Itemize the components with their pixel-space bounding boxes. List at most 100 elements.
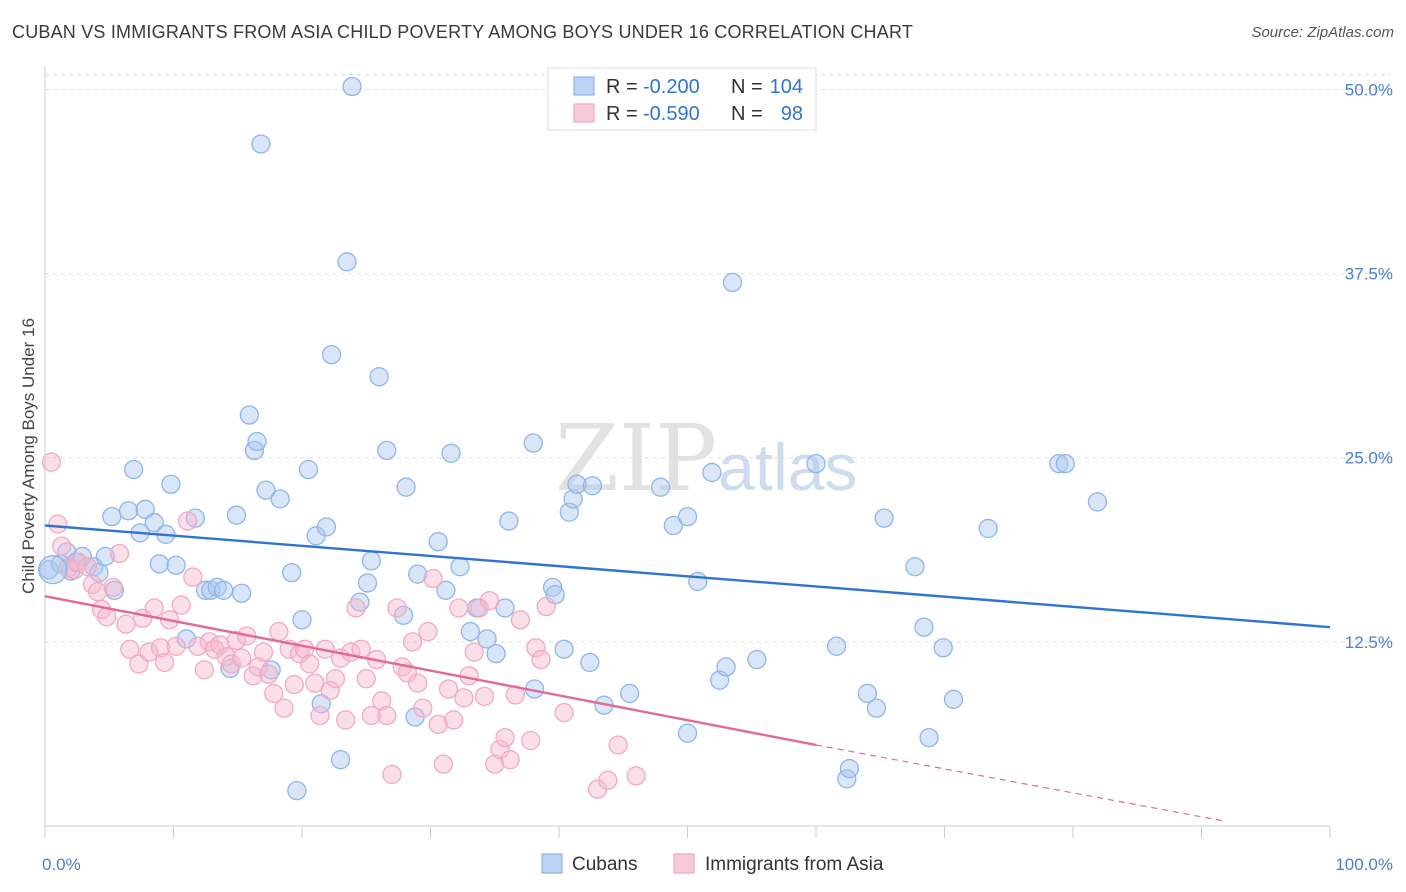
asia-point-34 (231, 648, 252, 668)
stats-r-value-2: -0.590 (643, 103, 700, 125)
stats-n-label-2: N = (731, 103, 763, 125)
cubans-point-cluster (38, 555, 68, 585)
stats-r-label-1: R = (606, 76, 638, 98)
cubans-point-88 (839, 758, 860, 779)
asia-point-75 (443, 710, 464, 730)
asia-point-26 (188, 636, 208, 656)
cubans-point-18 (161, 474, 181, 494)
cubans-point-14 (135, 499, 155, 519)
cubans-point-48 (357, 573, 378, 593)
asia-point-38 (253, 642, 274, 662)
asia-point-67 (402, 632, 423, 652)
asia-point-91 (531, 649, 551, 670)
cubans-point-58 (441, 443, 461, 463)
y-tick-label-2: 37.5% (1345, 265, 1393, 284)
cubans-point-57 (436, 580, 456, 600)
bottom-legend: Cubans Immigrants from Asia (541, 853, 884, 875)
cubans-point-82 (716, 657, 736, 677)
asia-point-1 (48, 514, 68, 534)
asia-point-41 (269, 621, 289, 642)
asia-point-72 (428, 714, 448, 735)
y-tick-label-3: 50.0% (1345, 80, 1393, 99)
asia-point-6 (77, 557, 98, 577)
cubans-point-77 (663, 515, 684, 536)
legend-swatch-asia (673, 853, 695, 874)
cubans-point-16 (149, 554, 170, 574)
cubans-point-103 (523, 433, 543, 453)
watermark-zip: ZIP (555, 405, 717, 512)
cubans-trend-line (44, 524, 1331, 629)
asia-point-40 (264, 683, 284, 704)
cubans-point-39 (298, 459, 319, 480)
cubans-point-56 (428, 532, 448, 552)
cubans-point-98 (1049, 453, 1069, 474)
asia-point-23 (171, 595, 191, 615)
cubans-point-78 (677, 723, 698, 743)
asia-trend-extension (815, 744, 1228, 823)
asia-point-12 (109, 543, 130, 564)
cubans-point-53 (396, 477, 416, 497)
cubans-point-91 (874, 508, 894, 528)
asia-point-20 (154, 652, 175, 673)
asia-point-76 (449, 598, 469, 618)
chart-title: CUBAN VS IMMIGRANTS FROM ASIA CHILD POVE… (12, 22, 914, 42)
cubans-point-20 (176, 629, 197, 649)
asia-point-25 (183, 567, 203, 587)
asia-point-63 (382, 764, 402, 785)
asia-point-81 (474, 686, 495, 707)
asia-point-19 (150, 638, 171, 658)
asia-point-93 (554, 702, 574, 723)
cubans-point-64 (495, 598, 515, 618)
asia-point-69 (413, 698, 433, 718)
asia-point-62 (377, 705, 397, 726)
cubans-point-71 (563, 489, 583, 509)
stats-r-value-1: -0.200 (643, 76, 700, 98)
asia-point-32 (221, 654, 241, 674)
asia-point-51 (320, 680, 340, 701)
y-tick-label-1: 25.0% (1345, 449, 1393, 468)
stats-swatch-asia (573, 103, 595, 123)
cubans-point-72 (567, 474, 587, 494)
cubans-point-50 (369, 367, 389, 387)
stats-n-value-2: 98 (781, 103, 803, 125)
cubans-point-8 (95, 546, 116, 567)
asia-point-49 (310, 705, 330, 726)
cubans-point-25 (213, 580, 234, 600)
legend-label-cubans: Cubans (572, 854, 638, 875)
asia-point-48 (305, 673, 325, 693)
cubans-point-90 (866, 698, 887, 718)
asia-point-18 (144, 598, 164, 618)
asia-point-5 (68, 552, 89, 572)
asia-point-11 (103, 577, 123, 598)
cubans-point-101 (677, 507, 698, 527)
cubans-point-59 (450, 557, 470, 577)
cubans-point-21 (185, 508, 205, 528)
asia-point-70 (418, 621, 438, 642)
cubans-point-94 (919, 727, 939, 748)
asia-point-42 (274, 698, 294, 718)
stats-swatch-cubans (573, 76, 595, 96)
y-tick-label-0: 12.5% (1345, 633, 1393, 652)
axis-layer: 12.5% 25.0% 37.5% 50.0% 0.0% 100.0% (42, 66, 1393, 874)
asia-point-73 (433, 754, 454, 774)
watermark: ZIP atlas (555, 405, 857, 512)
asia-point-3 (58, 558, 78, 578)
cubans-point-93 (914, 617, 934, 637)
asia-point-79 (464, 642, 484, 662)
x-tick-label-min: 0.0% (42, 855, 81, 874)
cubans-point-73 (580, 652, 600, 673)
cubans-point-35 (270, 489, 290, 509)
cubans-point-7 (89, 562, 109, 583)
asia-point-96 (608, 735, 628, 755)
cubans-point-11 (118, 501, 139, 521)
cubans-point-85 (806, 453, 826, 474)
cubans-point-15 (144, 512, 164, 533)
stats-n-label-1: N = (731, 76, 763, 98)
asia-point-64 (387, 598, 407, 618)
asia-point-33 (226, 630, 247, 651)
asia-point-89 (521, 730, 541, 751)
asia-point-95 (598, 770, 618, 790)
cubans-point-51 (377, 440, 397, 461)
cubans-point-76 (650, 477, 671, 497)
